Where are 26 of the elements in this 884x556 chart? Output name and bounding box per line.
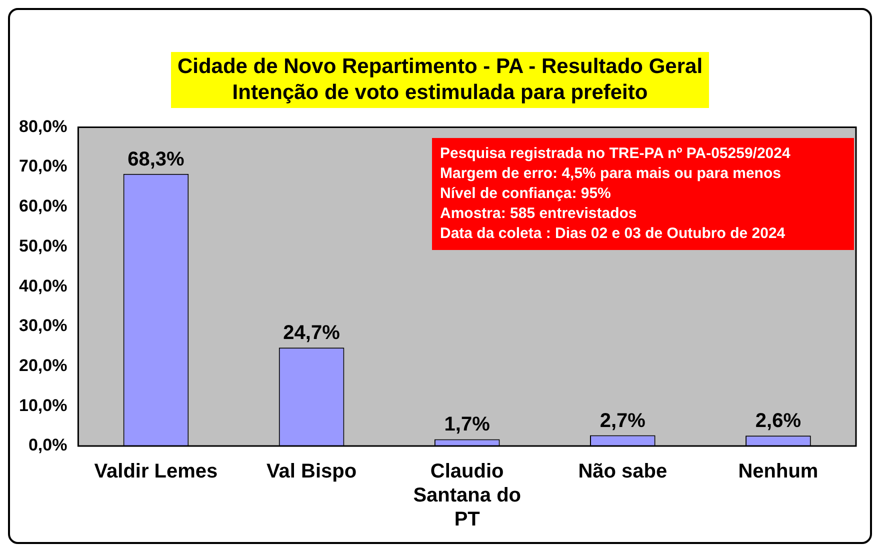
- x-tick-label: Valdir Lemes: [94, 460, 218, 483]
- x-tick-label: Não sabe: [578, 460, 668, 483]
- x-tick-label: Nenhum: [738, 460, 818, 483]
- y-tick-label: 10,0%: [19, 396, 68, 415]
- y-tick-label: 0,0%: [28, 436, 68, 455]
- y-tick-label: 40,0%: [19, 276, 68, 296]
- annotation: Pesquisa registrada no TRE-PA nº PA-05259/2024: [440, 144, 792, 164]
- y-tick-label: 70,0%: [19, 156, 68, 176]
- data-label: 68,3%: [128, 148, 185, 170]
- data-label: 2,6%: [755, 410, 802, 432]
- x-tick-label: Val Bispo: [266, 460, 357, 483]
- y-tick-label: 60,0%: [19, 196, 68, 216]
- y-tick-label: 30,0%: [19, 316, 68, 336]
- chart-subtitle: Intenção de voto estimulada para prefeito: [231, 80, 649, 106]
- annotation: Data da coleta : Dias 02 e 03 de Outubro de 2024: [440, 224, 786, 244]
- annotation: Amostra: 585 entrevistados: [440, 204, 638, 224]
- annotation: Margem de erro: 4,5% para mais ou para menos: [440, 164, 782, 184]
- data-label: 24,7%: [283, 322, 340, 344]
- data-label: 1,7%: [444, 414, 490, 436]
- y-tick-label: 20,0%: [19, 356, 68, 375]
- y-tick-label: 50,0%: [19, 236, 68, 256]
- annotation: Nível de confiança: 95%: [440, 184, 612, 204]
- y-tick-label: 80,0%: [19, 116, 68, 136]
- x-tick-label: Claudio Santana do PT: [413, 460, 521, 531]
- data-label: 2,7%: [600, 410, 646, 432]
- chart-title: Cidade de Novo Repartimento - PA - Resultado Geral: [177, 54, 703, 80]
